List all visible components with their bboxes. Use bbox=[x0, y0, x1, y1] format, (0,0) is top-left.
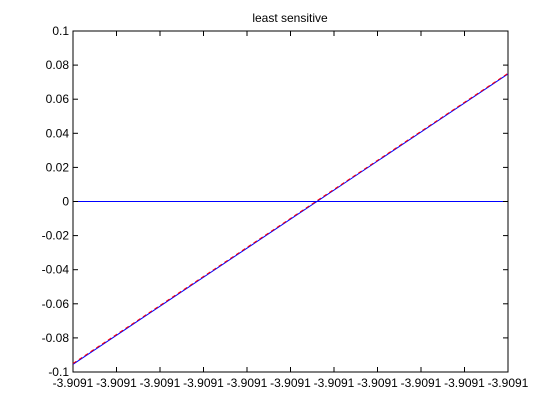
plot-area bbox=[72, 30, 509, 373]
series-line-1 bbox=[72, 73, 509, 365]
y-tick-label: 0.02 bbox=[46, 160, 70, 174]
x-tick-label: -3.9091 bbox=[444, 376, 485, 390]
y-tick-label: 0.08 bbox=[46, 58, 70, 72]
y-tick-label: 0 bbox=[62, 195, 69, 209]
x-axis: -3.9091 -3.9091 -3.9091 -3.9091 -3.9091 -3.90… bbox=[53, 31, 529, 390]
x-tick-label: -3.9091 bbox=[401, 376, 442, 390]
y-axis: -0.1 -0.08 -0.06 -0.04 -0.02 0 0.02 0.04 0.06 0.0… bbox=[42, 24, 508, 379]
chart-title: least sensitive bbox=[252, 11, 328, 25]
y-tick-label: -0.04 bbox=[42, 263, 70, 277]
y-tick-label: -0.1 bbox=[48, 365, 69, 379]
y-tick-label: 0.1 bbox=[52, 24, 69, 38]
x-tick-label: -3.9091 bbox=[314, 376, 355, 390]
x-tick-label: -3.9091 bbox=[488, 376, 529, 390]
series-line-2 bbox=[72, 72, 509, 364]
x-tick-label: -3.9091 bbox=[270, 376, 311, 390]
y-tick-label: 0.06 bbox=[46, 92, 70, 106]
x-tick-label: -3.9091 bbox=[357, 376, 398, 390]
x-tick-label: -3.9091 bbox=[96, 376, 137, 390]
y-tick-label: -0.08 bbox=[42, 331, 70, 345]
x-tick-label: -3.9091 bbox=[183, 376, 224, 390]
y-tick-label: -0.06 bbox=[42, 297, 70, 311]
x-tick-label: -3.9091 bbox=[53, 376, 94, 390]
y-tick-label: -0.02 bbox=[42, 229, 70, 243]
x-tick-label: -3.9091 bbox=[140, 376, 181, 390]
y-tick-label: 0.04 bbox=[46, 126, 70, 140]
x-tick-label: -3.9091 bbox=[227, 376, 268, 390]
